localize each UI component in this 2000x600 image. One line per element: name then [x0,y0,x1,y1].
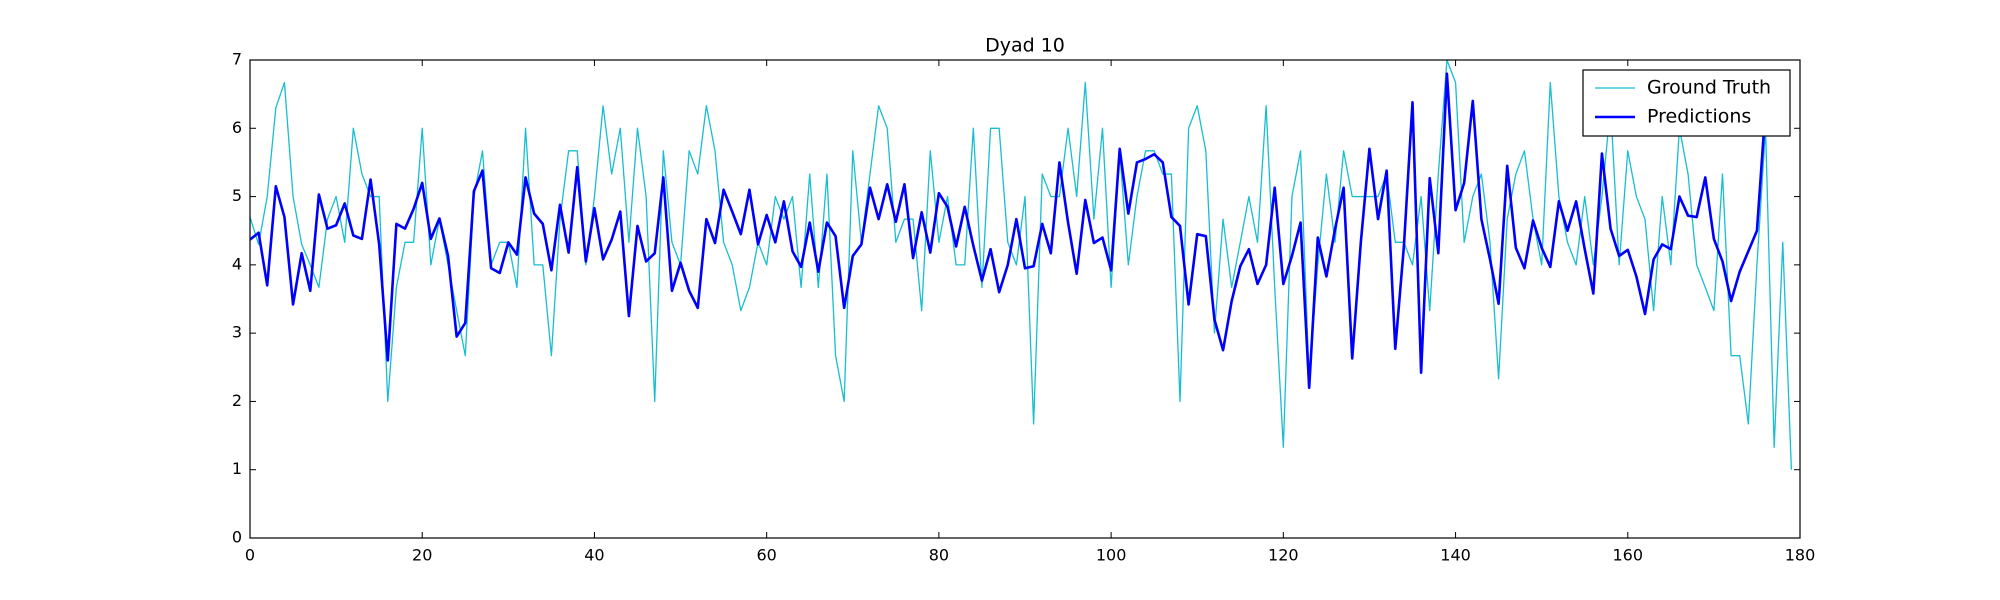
x-tick-label: 0 [245,546,255,565]
x-tick-label: 20 [412,546,432,565]
chart-title: Dyad 10 [985,35,1065,57]
x-tick-label: 60 [756,546,776,565]
x-tick-label: 160 [1613,546,1644,565]
legend-box [1582,69,1791,137]
x-tick-label: 120 [1268,546,1299,565]
y-tick-label: 6 [232,118,242,137]
legend-label: Predictions [1647,106,1751,128]
y-tick-label: 2 [232,391,242,410]
plot-frame [249,59,1801,539]
series-line [250,72,1767,390]
y-tick-label: 3 [232,323,242,342]
legend-label: Ground Truth [1647,77,1771,99]
x-tick-label: 100 [1096,546,1127,565]
y-tick-label: 0 [232,528,242,547]
x-tick-label: 140 [1440,546,1471,565]
x-tick-label: 180 [1785,546,1816,565]
y-tick-label: 7 [232,50,242,69]
x-tick-label: 80 [929,546,949,565]
y-tick-label: 4 [232,254,242,273]
y-tick-label: 5 [232,186,242,205]
x-tick-label: 40 [584,546,604,565]
y-tick-label: 1 [232,459,242,478]
